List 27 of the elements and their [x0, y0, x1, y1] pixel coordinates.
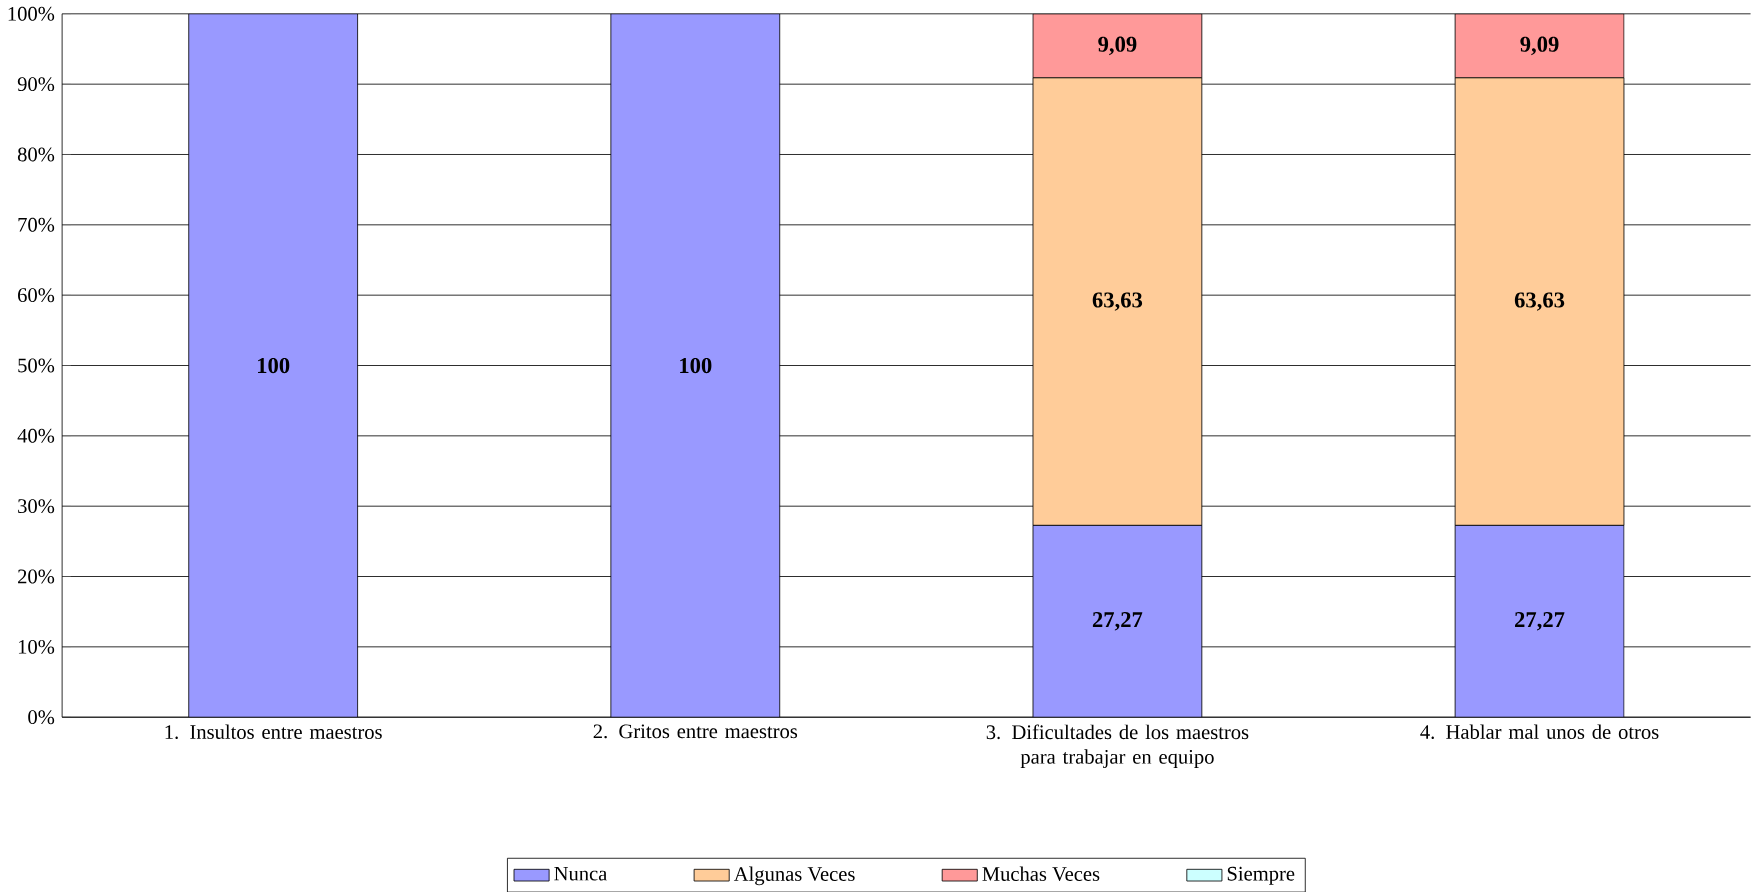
- data-label: 63,63: [1092, 292, 1143, 311]
- data-label: 100: [680, 357, 712, 373]
- x-tick-label: 3. Dificultades de los maestros para trabajar en equipo: [986, 724, 1249, 768]
- x-tick-label: 1. Insultos entre maestros: [165, 724, 382, 739]
- y-tick-label: 100%: [8, 6, 55, 21]
- y-tick-label: 60%: [18, 287, 55, 302]
- y-tick-label: 90%: [17, 76, 55, 91]
- y-tick-label: 70%: [18, 217, 55, 232]
- data-label: 63,63: [1514, 292, 1565, 311]
- y-tick-label: 10%: [18, 639, 55, 654]
- data-label: 9,09: [1520, 36, 1559, 55]
- y-tick-label: 30%: [18, 498, 55, 513]
- legend-label: Muchas Veces: [982, 866, 1100, 881]
- data-label: 27,27: [1092, 611, 1143, 631]
- y-tick-label: 40%: [17, 428, 55, 443]
- data-label: 27,27: [1515, 611, 1565, 631]
- data-label: 9,09: [1098, 36, 1137, 55]
- y-tick-label: 0%: [28, 709, 55, 724]
- data-label: 100: [258, 357, 290, 373]
- legend-label: Nunca: [554, 866, 608, 881]
- y-tick-label: 50%: [18, 358, 55, 373]
- legend-label: Algunas Veces: [733, 866, 855, 885]
- y-tick-label: 80%: [17, 147, 55, 162]
- x-tick-label: 4. Hablar mal unos de otros: [1420, 724, 1659, 739]
- y-tick-label: 20%: [18, 569, 55, 584]
- legend-label: Siempre: [1227, 866, 1295, 885]
- x-tick-label: 2. Gritos entre maestros: [593, 724, 798, 739]
